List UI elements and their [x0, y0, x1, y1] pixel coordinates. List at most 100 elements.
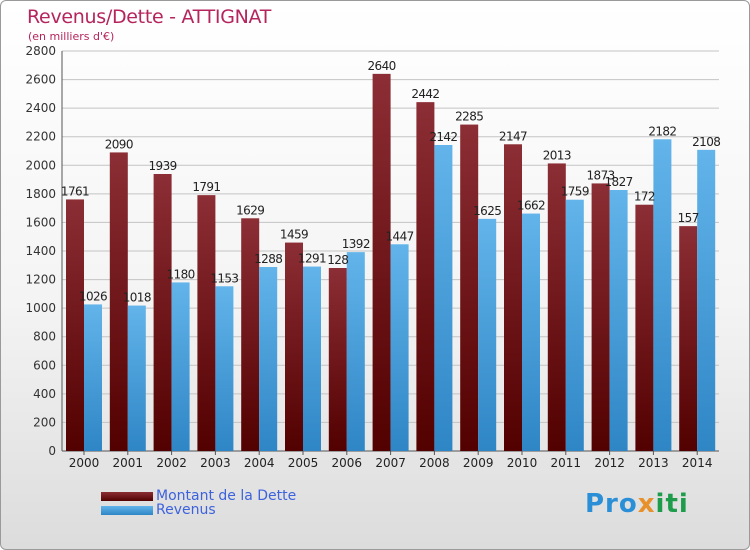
bar-debt — [109, 152, 128, 451]
x-tick-label: 2014 — [682, 456, 713, 470]
data-labels: 1761 1026 2090 1018 1939 1180 1791 1153 1629 1288… — [61, 59, 721, 305]
bar-revenue — [171, 282, 190, 451]
bars — [66, 73, 716, 452]
bar-revenue — [346, 252, 365, 451]
bar-revenue — [653, 139, 672, 452]
chart-title: Revenus/Dette - ATTIGNAT — [27, 6, 272, 28]
data-label-debt: 172 — [634, 190, 655, 204]
y-tick-label: 1400 — [25, 244, 56, 258]
y-tick-label: 1000 — [25, 301, 56, 315]
data-label-debt: 157 — [678, 211, 699, 225]
x-tick-label: 2000 — [69, 456, 100, 470]
y-tick-label: 1600 — [25, 215, 56, 229]
data-label-revenue: 1153 — [210, 271, 238, 285]
data-label-debt: 2640 — [368, 59, 396, 73]
x-tick-label: 2008 — [419, 456, 450, 470]
data-label-debt: 128 — [327, 253, 348, 267]
y-tick-label: 2200 — [25, 130, 56, 144]
x-tick-label: 2011 — [551, 456, 582, 470]
data-label-revenue: 1827 — [605, 175, 633, 189]
y-tick-label: 2600 — [25, 73, 56, 87]
bar-revenue — [434, 145, 453, 451]
x-tick-label: 2003 — [200, 456, 231, 470]
y-tick-label: 2800 — [25, 44, 56, 58]
y-tick-label: 600 — [33, 358, 56, 372]
x-tick-label: 2009 — [463, 456, 494, 470]
legend-swatch-debt — [101, 492, 153, 501]
y-tick-label: 1800 — [25, 187, 56, 201]
legend-label-revenue: Revenus — [156, 502, 216, 518]
bar-debt — [153, 174, 172, 451]
bar-revenue — [478, 218, 497, 451]
y-tick-label: 200 — [33, 415, 56, 429]
data-label-debt: 1791 — [192, 180, 220, 194]
bar-debt — [197, 195, 216, 451]
data-label-revenue: 2142 — [429, 130, 457, 144]
data-label-debt: 2442 — [411, 87, 439, 101]
x-tick-label: 2010 — [507, 456, 538, 470]
x-tick-label: 2006 — [332, 456, 363, 470]
bar-revenue — [697, 149, 716, 451]
data-label-revenue: 1759 — [561, 185, 589, 199]
legend-label-debt: Montant de la Dette — [156, 488, 297, 504]
x-tick-label: 2007 — [375, 456, 406, 470]
data-label-debt: 1761 — [61, 184, 89, 198]
data-label-debt: 1873 — [587, 168, 615, 182]
data-label-revenue: 2108 — [692, 135, 720, 149]
bar-debt — [328, 268, 347, 451]
y-tick-label: 0 — [48, 444, 56, 458]
data-label-revenue: 1291 — [298, 252, 326, 266]
bar-revenue — [127, 305, 146, 451]
data-label-debt: 2090 — [105, 137, 133, 151]
bar-debt — [241, 218, 260, 451]
bar-debt — [635, 204, 654, 451]
data-label-revenue: 2182 — [648, 124, 676, 138]
bar-revenue — [522, 213, 540, 451]
data-label-revenue: 1625 — [473, 204, 501, 218]
data-label-revenue: 1392 — [342, 237, 370, 251]
proxiti-logo: Proxiti — [585, 489, 689, 519]
legend-swatch-revenue — [101, 506, 153, 515]
bar-debt — [372, 73, 391, 451]
bar-revenue — [215, 286, 234, 451]
data-label-revenue: 1026 — [79, 289, 107, 303]
data-label-debt: 1629 — [236, 203, 264, 217]
bar-debt — [504, 144, 522, 452]
y-tick-label: 1200 — [25, 273, 56, 287]
data-label-revenue: 1447 — [386, 229, 414, 243]
bar-revenue — [259, 267, 278, 451]
bar-debt — [591, 183, 610, 451]
data-label-debt: 2013 — [543, 148, 571, 162]
bar-revenue — [303, 266, 321, 451]
data-label-debt: 1939 — [149, 159, 177, 173]
bar-revenue — [565, 199, 584, 451]
y-tick-label: 800 — [33, 330, 56, 344]
chart-subtitle: (en milliers d'€) — [28, 30, 115, 43]
x-axis-ticks: 2000 2001 2002 2003 2004 2005 2006 2007 2008 2009… — [69, 451, 713, 470]
x-tick-label: 2013 — [638, 456, 669, 470]
y-axis-ticks: 0 200 400 600 800 1000 1200 1400 1600 1800 2000 220… — [25, 44, 56, 458]
x-tick-label: 2012 — [594, 456, 625, 470]
bar-revenue — [84, 304, 102, 451]
data-label-revenue: 1018 — [123, 291, 151, 305]
bar-debt — [460, 124, 479, 452]
data-label-revenue: 1180 — [167, 267, 195, 281]
x-tick-label: 2002 — [156, 456, 187, 470]
y-tick-label: 400 — [33, 387, 56, 401]
y-tick-label: 2400 — [25, 101, 56, 115]
bar-debt — [285, 242, 303, 451]
data-label-debt: 2147 — [499, 129, 527, 143]
bar-debt — [547, 163, 566, 451]
x-tick-label: 2004 — [244, 456, 275, 470]
data-label-revenue: 1288 — [254, 252, 282, 266]
bar-revenue — [609, 190, 628, 451]
bar-debt — [416, 102, 435, 452]
y-tick-label: 2000 — [25, 158, 56, 172]
bar-revenue — [390, 244, 409, 451]
x-tick-label: 2005 — [288, 456, 319, 470]
data-label-debt: 1459 — [280, 228, 308, 242]
data-label-debt: 2285 — [455, 110, 483, 124]
data-label-revenue: 1662 — [517, 199, 545, 213]
